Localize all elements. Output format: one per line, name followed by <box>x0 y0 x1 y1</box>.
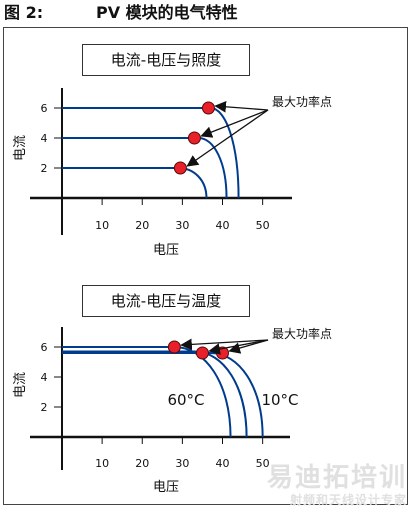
chart1-series-line <box>62 346 232 438</box>
chart1-x-axis-label: 电压 <box>153 480 179 495</box>
chart0-annotation-label: 最大功率点 <box>272 94 332 109</box>
chart0-x-tick-label: 40 <box>216 219 230 232</box>
figure-frame <box>3 27 408 505</box>
chart1-y-axis-label: 电流 <box>13 372 28 398</box>
chart0-x-tick-label: 30 <box>175 219 189 232</box>
chart1-mpp-point <box>167 340 181 354</box>
chart1-x-tick-label: 50 <box>256 457 270 470</box>
figure-title-text: PV 模块的电气特性 <box>96 3 238 22</box>
chart0-x-tick-label: 20 <box>135 219 149 232</box>
chart1-series-label: 60°C <box>167 391 204 409</box>
chart1-x-tick-label: 40 <box>216 457 230 470</box>
chart1-y-tick-label: 2 <box>41 401 48 414</box>
chart1-series-label: 10°C <box>261 391 298 409</box>
chart0-y-axis-label: 电流 <box>13 135 28 161</box>
chart1-annotation-label: 最大功率点 <box>272 326 332 341</box>
watermark: 易迪拓培训 射频和天线设计专家 <box>267 463 407 507</box>
watermark-line1: 易迪拓培训 <box>266 463 407 493</box>
chart0-mpp-point <box>173 161 187 175</box>
chart0-y-tick-label: 6 <box>41 102 48 115</box>
chart1-mpp-point <box>195 346 209 360</box>
chart1-series-line <box>62 350 248 438</box>
chart0-x-axis-label: 电压 <box>153 243 179 258</box>
chart1-y-tick-label: 6 <box>41 341 48 354</box>
chart0-y-tick-label: 2 <box>41 162 48 175</box>
chart1-x-tick-label: 20 <box>135 457 149 470</box>
chart1-y-tick-label: 4 <box>41 371 48 384</box>
chart0-annotation-arrow <box>214 100 269 113</box>
chart0-mpp-point <box>187 131 201 145</box>
chart1-x-tick-label: 10 <box>95 457 109 470</box>
chart1-annotation-arrow <box>180 338 269 351</box>
chart0-y-tick-label: 4 <box>41 132 48 145</box>
figure-number: 图 2: <box>4 3 44 22</box>
chart0-annotation-arrow <box>186 109 269 167</box>
chart1-x-tick-label: 30 <box>175 457 189 470</box>
chart0-x-tick-label: 10 <box>95 219 109 232</box>
figure-title: 图 2: PV 模块的电气特性 <box>4 2 238 24</box>
chart-title-illuminance: 电流-电压与照度 <box>82 44 250 76</box>
chart0-annotation-arrow <box>200 109 269 138</box>
watermark-line2: 射频和天线设计专家 <box>289 493 407 507</box>
chart1-annotation-arrow <box>228 339 269 354</box>
chart0-x-tick-label: 50 <box>256 219 270 232</box>
chart1-series-line <box>62 352 264 438</box>
chart-title-temperature: 电流-电压与温度 <box>82 285 250 317</box>
chart0-mpp-point <box>201 101 215 115</box>
chart0-series-line <box>62 107 240 199</box>
